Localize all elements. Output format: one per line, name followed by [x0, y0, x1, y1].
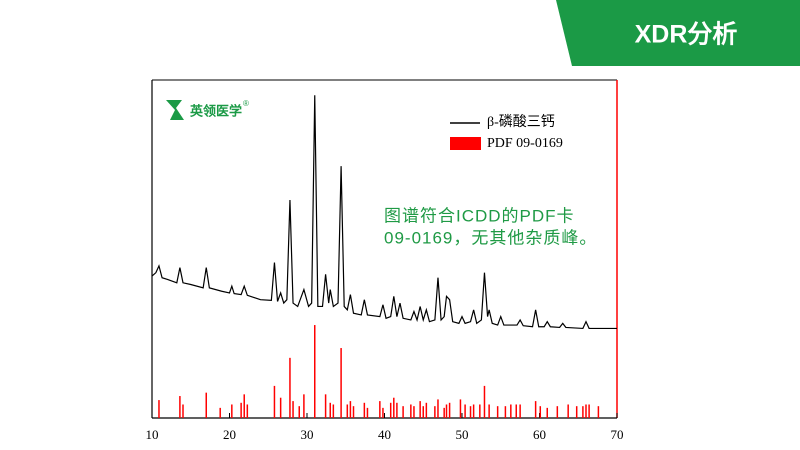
annotation: 09-0169，无其他杂质峰。	[384, 228, 597, 247]
logo-mark: ®	[243, 99, 249, 108]
logo-icon	[166, 100, 184, 120]
legend-swatch	[450, 137, 481, 150]
annotation: 图谱符合ICDD的PDF卡	[384, 206, 575, 225]
x-tick-label: 60	[533, 427, 546, 442]
logo: 英领医学 ®	[166, 99, 249, 120]
logo-text: 英领医学	[189, 103, 242, 118]
tab-background	[556, 0, 800, 66]
x-tick-label: 40	[378, 427, 391, 442]
pattern-line	[151, 95, 617, 330]
x-tick-label: 70	[611, 427, 624, 442]
legend-label: PDF 09-0169	[487, 136, 563, 151]
x-tick-label: 20	[223, 427, 236, 442]
x-tick-label: 50	[456, 427, 469, 442]
tab-title: XDR分析	[635, 21, 738, 49]
x-tick-label: 30	[301, 427, 314, 442]
legend-label: β-磷酸三钙	[487, 114, 555, 130]
x-tick-label: 10	[146, 427, 159, 442]
